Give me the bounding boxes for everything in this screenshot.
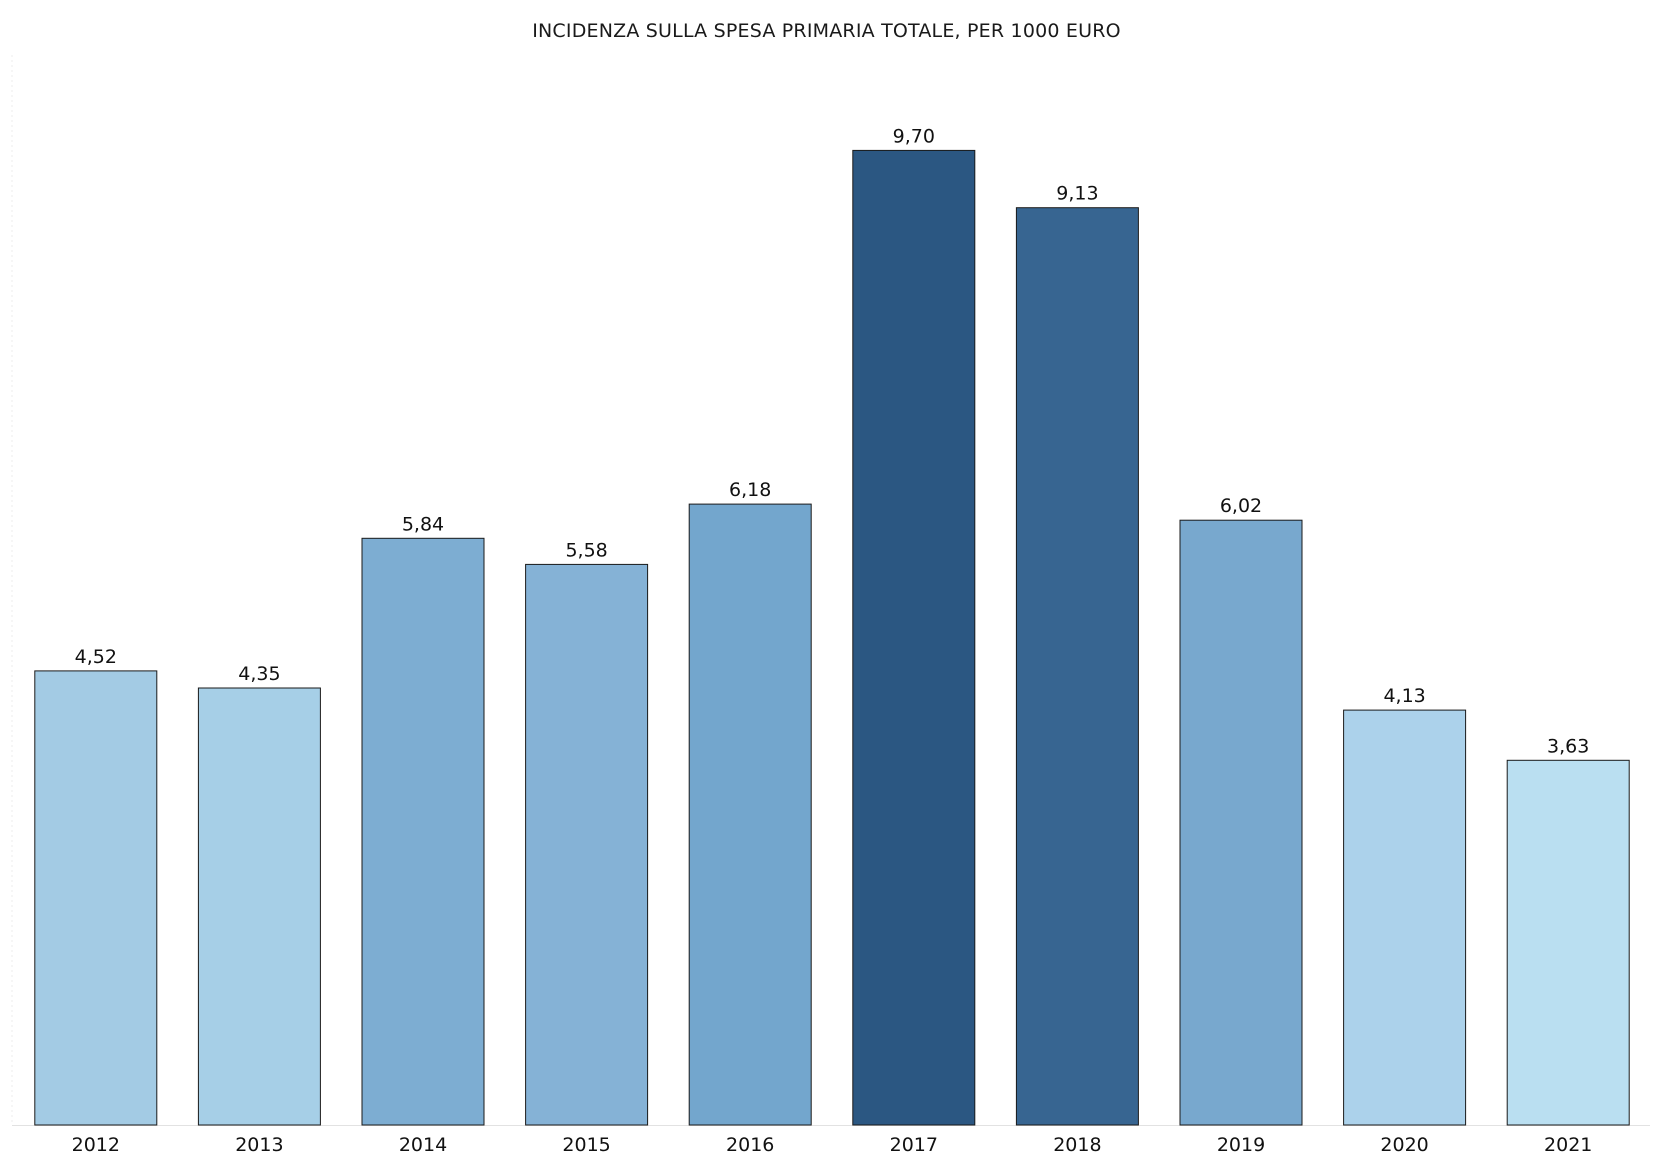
x-tick-label-2015: 2015 bbox=[562, 1134, 610, 1156]
data-label-2016: 6,18 bbox=[729, 479, 771, 501]
bar-2020 bbox=[1343, 709, 1467, 1126]
x-tick-label-2021: 2021 bbox=[1544, 1134, 1592, 1156]
bar-2015 bbox=[525, 563, 649, 1126]
x-tick-label-2019: 2019 bbox=[1217, 1134, 1265, 1156]
bar-2021 bbox=[1506, 759, 1630, 1126]
x-tick-label-2016: 2016 bbox=[726, 1134, 774, 1156]
x-tick-label-2014: 2014 bbox=[399, 1134, 447, 1156]
x-tick-label-2013: 2013 bbox=[235, 1134, 283, 1156]
chart-title: INCIDENZA SULLA SPESA PRIMARIA TOTALE, P… bbox=[532, 20, 1121, 42]
data-label-2020: 4,13 bbox=[1383, 685, 1425, 707]
bar-2012 bbox=[34, 670, 158, 1126]
bar-2016 bbox=[688, 503, 812, 1126]
data-label-2017: 9,70 bbox=[893, 125, 935, 147]
data-label-2015: 5,58 bbox=[565, 539, 607, 561]
bar-2014 bbox=[361, 537, 485, 1126]
x-tick-label-2018: 2018 bbox=[1053, 1134, 1101, 1156]
x-tick-label-2017: 2017 bbox=[890, 1134, 938, 1156]
x-tick-label-2020: 2020 bbox=[1380, 1134, 1428, 1156]
data-label-2013: 4,35 bbox=[238, 663, 280, 685]
bar-2019 bbox=[1179, 519, 1303, 1126]
bar-2018 bbox=[1015, 207, 1139, 1126]
data-label-2014: 5,84 bbox=[402, 513, 444, 535]
bar-2017 bbox=[852, 149, 976, 1126]
x-tick-label-2012: 2012 bbox=[72, 1134, 120, 1156]
data-label-2021: 3,63 bbox=[1547, 735, 1589, 757]
data-label-2019: 6,02 bbox=[1220, 495, 1262, 517]
data-label-2012: 4,52 bbox=[75, 646, 117, 668]
bar-2013 bbox=[197, 687, 321, 1126]
data-label-2018: 9,13 bbox=[1056, 183, 1098, 205]
